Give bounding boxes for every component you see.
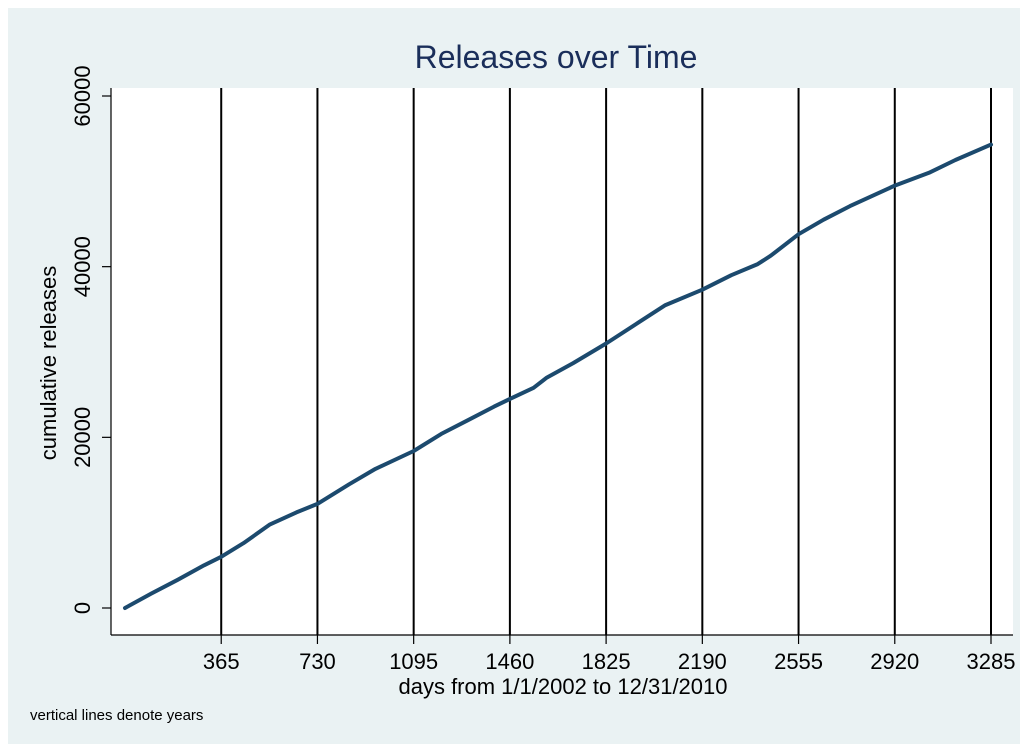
- x-axis-label: days from 1/1/2002 to 12/31/2010: [398, 674, 727, 699]
- figure: Releases over Time cumulative releases d…: [8, 8, 1020, 744]
- x-tick-label: 3285: [967, 649, 1016, 674]
- plot-area: [111, 88, 1013, 635]
- series-layer: [123, 142, 993, 610]
- y-axis: 0 20000 40000 60000: [70, 65, 112, 635]
- chart-note: vertical lines denote years: [30, 707, 203, 724]
- x-tick-label: 730: [299, 649, 336, 674]
- x-tick-label: 2190: [678, 649, 727, 674]
- x-tick-label: 1460: [485, 649, 534, 674]
- x-tick-label: 1825: [582, 649, 631, 674]
- series-line: [123, 142, 993, 610]
- x-tick-label: 365: [203, 649, 240, 674]
- x-tick-label: 2555: [774, 649, 823, 674]
- y-tick-label: 60000: [70, 65, 95, 126]
- y-tick-label: 40000: [70, 236, 95, 297]
- y-tick-label: 0: [70, 602, 95, 614]
- y-tick-label: 20000: [70, 407, 95, 468]
- chart-title: Releases over Time: [415, 39, 698, 75]
- x-tick-label: 2920: [870, 649, 919, 674]
- y-axis-label: cumulative releases: [36, 266, 61, 460]
- x-tick-label: 1095: [389, 649, 438, 674]
- x-axis: 365 730 1095 1460 1825 2190 2555 2920 3285: [111, 634, 1016, 674]
- chart-svg: Releases over Time cumulative releases d…: [30, 39, 1016, 724]
- year-lines: [220, 88, 992, 635]
